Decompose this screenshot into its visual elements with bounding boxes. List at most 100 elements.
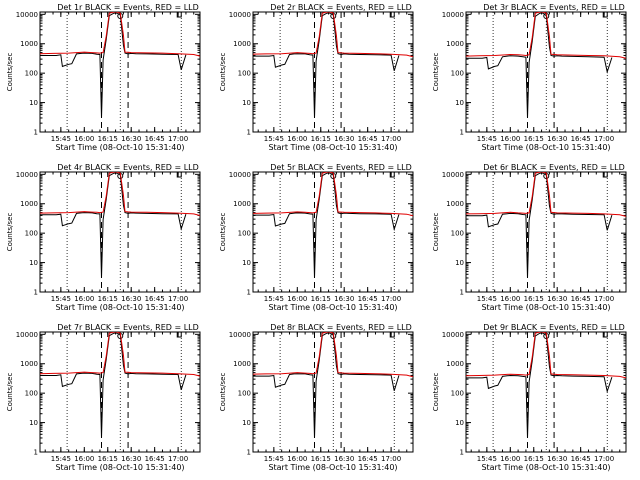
x-tick-label: 16:45	[571, 295, 591, 303]
x-tick-label: 15:45	[477, 135, 497, 143]
y-tick-label: 1	[460, 129, 464, 137]
x-tick-label: 17:00	[594, 135, 614, 143]
x-tick-label: 16:30	[121, 455, 141, 463]
x-tick-label: 16:45	[571, 455, 591, 463]
x-tick-label: 16:15	[98, 295, 118, 303]
x-axis-label: Start Time (08-Oct-10 15:31:40)	[481, 303, 610, 312]
x-tick-label: 16:30	[547, 295, 567, 303]
y-axis-label: Counts/sec	[6, 213, 14, 252]
x-tick-label: 16:00	[500, 295, 520, 303]
x-tick-label: 16:30	[547, 135, 567, 143]
x-tick-label: 17:00	[594, 455, 614, 463]
x-tick-label: 16:00	[74, 135, 94, 143]
x-tick-label: 16:00	[287, 135, 307, 143]
y-axis-label: Counts/sec	[432, 213, 440, 252]
x-tick-label: 15:45	[477, 295, 497, 303]
x-tick-label: 16:30	[121, 135, 141, 143]
x-tick-label: 15:45	[264, 455, 284, 463]
x-tick-label: 16:30	[334, 135, 354, 143]
x-tick-label: 16:30	[121, 295, 141, 303]
series-line-lld	[40, 172, 200, 216]
x-axis-label: Start Time (08-Oct-10 15:31:40)	[481, 143, 610, 152]
x-tick-label: 16:45	[358, 135, 378, 143]
panel-title: Det 6r BLACK = Events, RED = LLD	[483, 163, 625, 172]
x-tick-label: 16:45	[145, 135, 165, 143]
y-tick-label: 100	[451, 70, 464, 78]
x-axis-label: Start Time (08-Oct-10 15:31:40)	[481, 463, 610, 472]
y-tick-label: 1	[34, 129, 38, 137]
series-line-events	[466, 172, 613, 279]
y-tick-label: 10000	[229, 331, 251, 339]
series-line-lld	[466, 332, 626, 379]
x-tick-label: 16:00	[287, 455, 307, 463]
series-line-events	[40, 332, 187, 439]
series-line-lld	[253, 12, 413, 58]
x-tick-label: 16:00	[287, 295, 307, 303]
y-tick-label: 1000	[446, 200, 464, 208]
flag-marker-box	[176, 172, 182, 178]
y-tick-label: 10	[455, 419, 464, 427]
detector-panel-1: Det 1r BLACK = Events, RED = LLD 1 10 100 10…	[6, 3, 201, 152]
y-tick-label: 100	[25, 230, 38, 238]
series-line-lld	[466, 12, 626, 59]
panel-title: Det 9r BLACK = Events, RED = LLD	[483, 323, 625, 332]
x-tick-label: 15:45	[264, 135, 284, 143]
flag-marker-box	[602, 332, 608, 338]
y-tick-label: 1	[460, 289, 464, 297]
y-tick-label: 1000	[233, 200, 251, 208]
y-tick-label: 100	[238, 390, 251, 398]
y-tick-label: 1	[34, 449, 38, 457]
y-tick-label: 1	[460, 449, 464, 457]
x-axis-label: Start Time (08-Oct-10 15:31:40)	[268, 303, 397, 312]
y-tick-label: 10	[455, 259, 464, 267]
series-line-events	[466, 12, 613, 119]
y-tick-label: 1	[247, 289, 251, 297]
x-axis-label: Start Time (08-Oct-10 15:31:40)	[55, 463, 184, 472]
x-axis-label: Start Time (08-Oct-10 15:31:40)	[268, 143, 397, 152]
y-tick-label: 1000	[446, 40, 464, 48]
x-tick-label: 17:00	[381, 135, 401, 143]
y-tick-label: 100	[238, 230, 251, 238]
flag-marker-box	[389, 172, 395, 178]
x-tick-label: 16:45	[145, 455, 165, 463]
flag-marker-box	[602, 12, 608, 18]
y-tick-label: 100	[451, 230, 464, 238]
series-line-lld	[466, 172, 626, 217]
x-tick-label: 16:15	[311, 135, 331, 143]
y-tick-label: 10000	[16, 331, 38, 339]
panel-title: Det 4r BLACK = Events, RED = LLD	[57, 163, 199, 172]
x-tick-label: 17:00	[168, 135, 188, 143]
x-tick-label: 15:45	[51, 135, 71, 143]
x-tick-label: 15:45	[264, 295, 284, 303]
x-tick-label: 15:45	[51, 455, 71, 463]
x-tick-label: 15:45	[51, 295, 71, 303]
x-tick-label: 16:45	[145, 295, 165, 303]
detector-panel-6: Det 6r BLACK = Events, RED = LLD 1 10 100 10…	[432, 163, 627, 312]
detector-panel-7: Det 7r BLACK = Events, RED = LLD 1 10 100 10…	[6, 323, 201, 472]
y-tick-label: 1000	[20, 200, 38, 208]
series-line-events	[40, 172, 187, 279]
panel-title: Det 8r BLACK = Events, RED = LLD	[270, 323, 412, 332]
x-axis-label: Start Time (08-Oct-10 15:31:40)	[55, 143, 184, 152]
y-tick-label: 1000	[20, 360, 38, 368]
x-tick-label: 17:00	[594, 295, 614, 303]
x-tick-label: 17:00	[381, 455, 401, 463]
x-tick-label: 15:45	[477, 455, 497, 463]
y-tick-label: 1	[247, 129, 251, 137]
detector-panel-9: Det 9r BLACK = Events, RED = LLD 1 10 100 10…	[432, 323, 627, 472]
flag-marker-box	[389, 12, 395, 18]
x-tick-label: 16:15	[311, 455, 331, 463]
panel-title: Det 5r BLACK = Events, RED = LLD	[270, 163, 412, 172]
y-tick-label: 1000	[20, 40, 38, 48]
y-tick-label: 10	[29, 259, 38, 267]
y-tick-label: 10000	[16, 171, 38, 179]
y-axis-label: Counts/sec	[219, 373, 227, 412]
y-tick-label: 1000	[446, 360, 464, 368]
x-tick-label: 17:00	[168, 455, 188, 463]
x-tick-label: 16:00	[74, 455, 94, 463]
x-axis-label: Start Time (08-Oct-10 15:31:40)	[55, 303, 184, 312]
detector-panel-2: Det 2r BLACK = Events, RED = LLD 1 10 100 10…	[219, 3, 414, 152]
x-tick-label: 16:45	[358, 295, 378, 303]
x-tick-label: 16:15	[524, 455, 544, 463]
